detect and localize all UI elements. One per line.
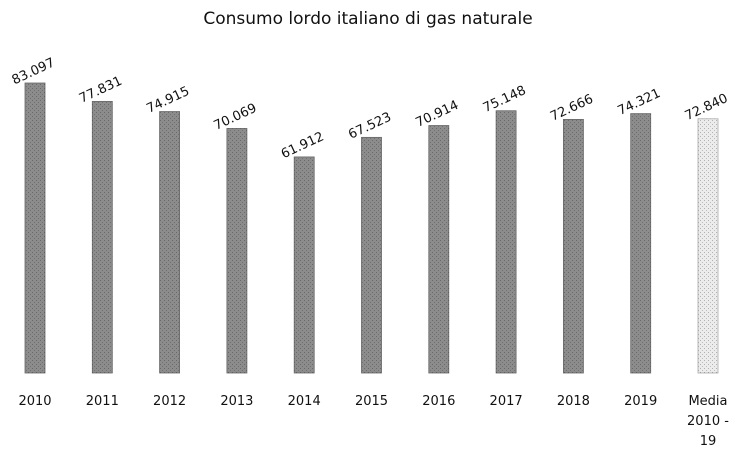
bar-texture (25, 83, 45, 373)
x-tick-label: 2012 (153, 394, 187, 409)
bar-texture (630, 113, 651, 373)
x-tick-label: 2011 (85, 394, 119, 409)
bar-texture (698, 118, 718, 374)
x-tick-label: 2018 (556, 394, 590, 409)
bar-texture (496, 110, 517, 373)
x-tick-label: 2017 (489, 394, 523, 409)
x-tick-label: Media 2010 - 19 (687, 394, 729, 449)
bar-texture (428, 125, 449, 373)
bar-texture (563, 119, 584, 373)
bar-texture (361, 137, 382, 373)
x-tick-label: 2015 (354, 394, 389, 409)
bar-texture (294, 156, 315, 373)
chart-title: Consumo lordo italiano di gas naturale (203, 9, 532, 29)
x-tick-label: 2019 (624, 394, 658, 409)
x-tick-label: 2013 (220, 394, 254, 409)
bar-texture (226, 128, 247, 373)
bar-texture (159, 111, 180, 374)
bar-texture (92, 101, 113, 373)
x-tick-label: 2014 (287, 394, 321, 409)
x-tick-label: 2016 (422, 394, 456, 409)
x-tick-label: 2010 (18, 394, 52, 409)
